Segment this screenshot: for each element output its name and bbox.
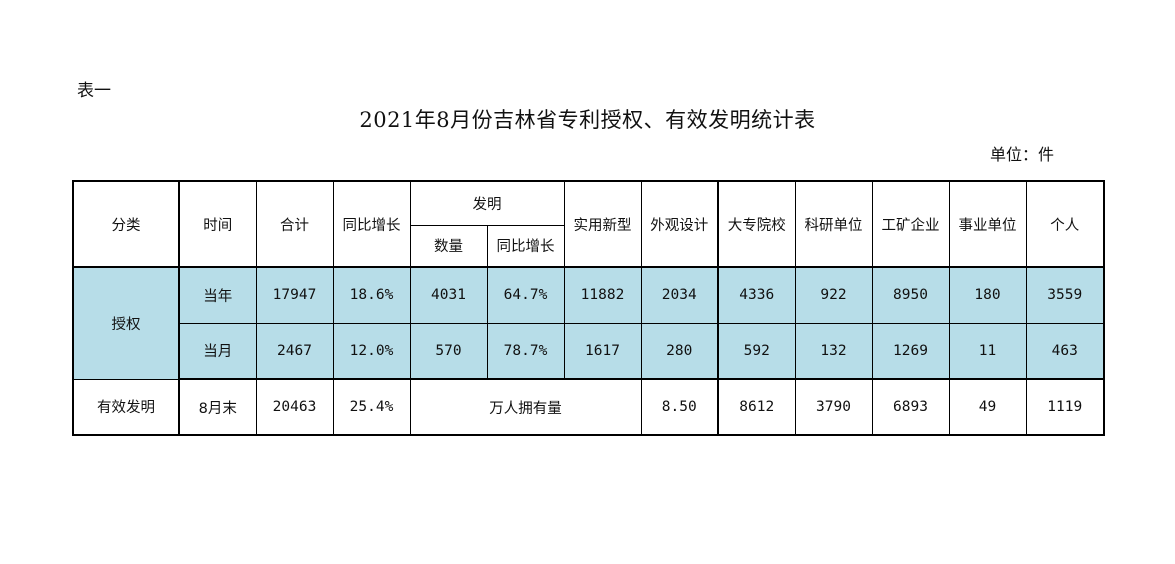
document-title: 2021年8月份吉林省专利授权、有效发明统计表 [0,104,1175,134]
cell-invention-yoy: 64.7% [487,267,564,323]
cell-industry: 1269 [872,323,949,379]
cell-time: 8月末 [179,379,256,435]
header-individual: 个人 [1026,181,1104,267]
cell-invention-count: 570 [410,323,487,379]
table-number: 表一 [77,76,111,101]
cell-institutions: 49 [949,379,1026,435]
row-label-grant: 授权 [73,267,179,379]
header-institutions: 事业单位 [949,181,1026,267]
cell-research: 132 [795,323,872,379]
header-invention-yoy: 同比增长 [487,225,564,267]
cell-per-capita-value: 8.50 [641,379,718,435]
cell-invention-yoy: 78.7% [487,323,564,379]
cell-research: 922 [795,267,872,323]
cell-per-capita-label: 万人拥有量 [410,379,641,435]
header-total: 合计 [256,181,333,267]
patent-statistics-table: 分类 时间 合计 同比增长 发明 实用新型 外观设计 大专院校 科研单位 工矿企… [72,180,1105,436]
cell-institutions: 11 [949,323,1026,379]
table-row: 有效发明 8月末 20463 25.4% 万人拥有量 8.50 8612 379… [73,379,1104,435]
cell-yoy: 12.0% [333,323,410,379]
cell-research: 3790 [795,379,872,435]
cell-time: 当年 [179,267,256,323]
header-research: 科研单位 [795,181,872,267]
cell-colleges: 592 [718,323,795,379]
table-row: 授权 当年 17947 18.6% 4031 64.7% 11882 2034 … [73,267,1104,323]
table-row: 当月 2467 12.0% 570 78.7% 1617 280 592 132… [73,323,1104,379]
header-yoy: 同比增长 [333,181,410,267]
header-industry: 工矿企业 [872,181,949,267]
header-row-1: 分类 时间 合计 同比增长 发明 实用新型 外观设计 大专院校 科研单位 工矿企… [73,181,1104,225]
cell-individual: 1119 [1026,379,1104,435]
row-label-valid-invention: 有效发明 [73,379,179,435]
cell-colleges: 8612 [718,379,795,435]
cell-colleges: 4336 [718,267,795,323]
header-time: 时间 [179,181,256,267]
header-category: 分类 [73,181,179,267]
cell-industry: 6893 [872,379,949,435]
cell-design: 280 [641,323,718,379]
header-invention: 发明 [410,181,564,225]
cell-individual: 3559 [1026,267,1104,323]
header-utility: 实用新型 [564,181,641,267]
cell-industry: 8950 [872,267,949,323]
cell-design: 2034 [641,267,718,323]
cell-total: 20463 [256,379,333,435]
header-design: 外观设计 [641,181,718,267]
cell-total: 2467 [256,323,333,379]
cell-invention-count: 4031 [410,267,487,323]
cell-utility: 11882 [564,267,641,323]
unit-label: 单位：件 [990,141,1054,165]
cell-utility: 1617 [564,323,641,379]
header-invention-count: 数量 [410,225,487,267]
cell-yoy: 18.6% [333,267,410,323]
cell-total: 17947 [256,267,333,323]
cell-time: 当月 [179,323,256,379]
cell-individual: 463 [1026,323,1104,379]
header-colleges: 大专院校 [718,181,795,267]
cell-institutions: 180 [949,267,1026,323]
cell-yoy: 25.4% [333,379,410,435]
